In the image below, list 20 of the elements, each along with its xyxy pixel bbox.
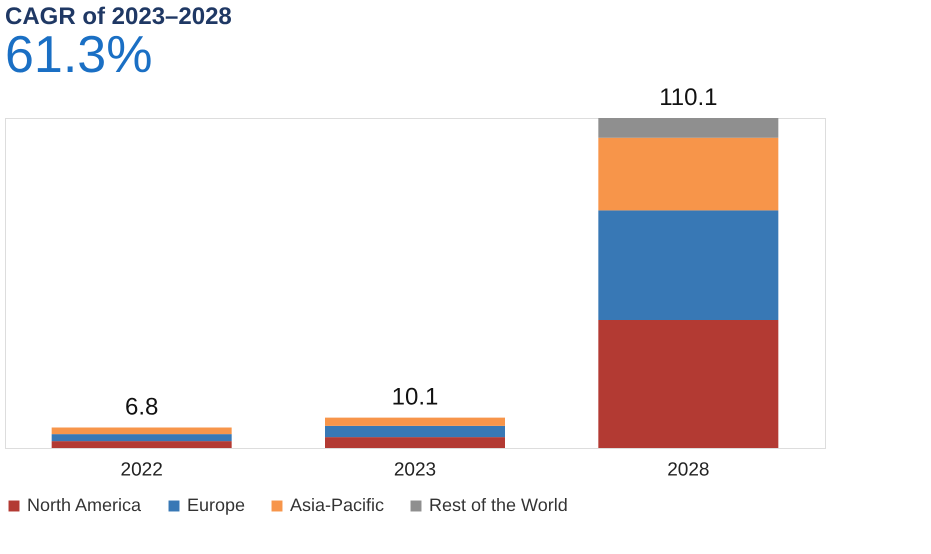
legend-label: Asia-Pacific xyxy=(290,495,384,515)
x-tick-label: 2022 xyxy=(120,460,163,480)
bar xyxy=(325,426,505,438)
bar xyxy=(325,437,505,448)
annotation: 6.8 xyxy=(124,394,158,421)
bar xyxy=(52,441,232,448)
bar xyxy=(598,210,778,320)
bar xyxy=(598,320,778,448)
bar xyxy=(52,428,232,434)
bar xyxy=(52,434,232,442)
annotation: 10.1 xyxy=(392,384,438,411)
legend-label: North America xyxy=(27,495,142,515)
bar xyxy=(598,138,778,210)
x-tick-label: 2023 xyxy=(394,460,436,480)
x-tick-label: 2028 xyxy=(667,460,710,480)
bar xyxy=(598,118,778,138)
bar xyxy=(325,418,505,426)
annotation: 110.1 xyxy=(659,84,718,111)
legend-label: Europe xyxy=(187,495,246,515)
legend-label: Rest of the World xyxy=(429,495,568,515)
